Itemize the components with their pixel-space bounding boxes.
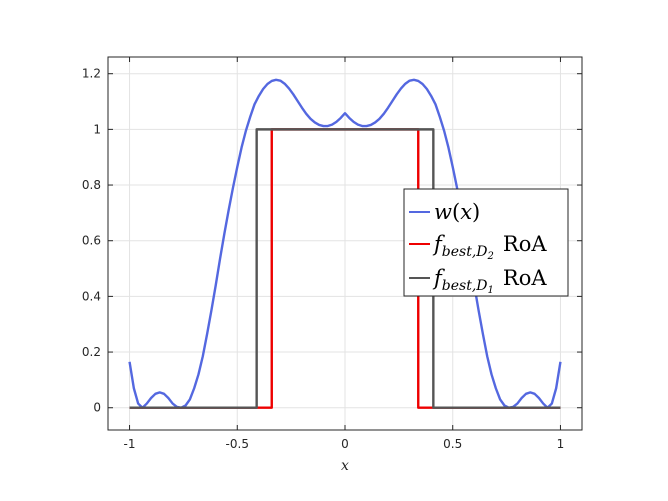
x-tick-label-2: 0 xyxy=(341,437,349,451)
y-tick-label-6: 1.2 xyxy=(82,67,101,81)
x-tick-label-1: -0.5 xyxy=(226,437,249,451)
legend-entry-w: w(x) xyxy=(434,200,480,224)
x-tick-label-3: 0.5 xyxy=(443,437,462,451)
legend-box xyxy=(403,188,569,297)
x-tick-label-0: -1 xyxy=(124,437,136,451)
legend: w(x) fbest,D2RoA fbest,D1RoA xyxy=(403,188,569,297)
x-axis-label: x xyxy=(341,458,349,474)
y-tick-label-1: 0.2 xyxy=(82,345,101,359)
y-tick-label-3: 0.6 xyxy=(82,234,101,248)
x-tick-label-4: 1 xyxy=(557,437,565,451)
legend-entry-d2: fbest,D2RoA xyxy=(432,232,547,262)
y-tick-label-4: 0.8 xyxy=(82,178,101,192)
legend-entry-d1: fbest,D1RoA xyxy=(432,266,547,296)
axis-ticks: -1 -0.5 0 0.5 1 0 0.2 0.4 0.6 0.8 1 1.2 xyxy=(82,57,582,451)
y-tick-label-0: 0 xyxy=(93,401,101,415)
series-group xyxy=(128,78,562,409)
y-tick-label-5: 1 xyxy=(93,122,101,136)
series-line-0 xyxy=(128,78,562,409)
y-tick-label-2: 0.4 xyxy=(82,289,101,303)
series-line-2 xyxy=(129,128,561,409)
